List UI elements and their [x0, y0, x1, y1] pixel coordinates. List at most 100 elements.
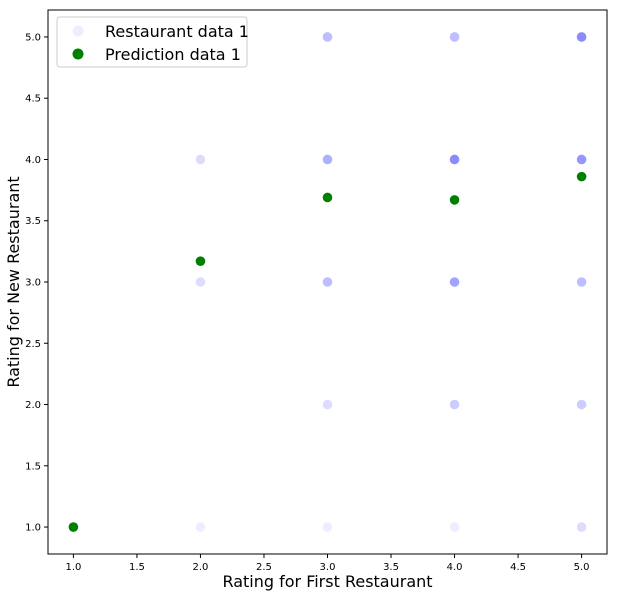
- restaurant-data-point: [576, 154, 587, 165]
- x-tick-label: 3.5: [383, 562, 399, 573]
- x-tick-label: 4.5: [510, 562, 526, 573]
- restaurant-data-point: [449, 277, 460, 287]
- legend: Restaurant data 1 Prediction data 1: [56, 16, 249, 68]
- restaurant-data-point: [322, 277, 333, 287]
- legend-label-restaurant: Restaurant data 1: [105, 22, 249, 41]
- restaurant-data-point: [322, 277, 333, 287]
- restaurant-data-point: [576, 32, 587, 42]
- x-tick-label: 2.0: [193, 562, 209, 573]
- restaurant-data-point: [576, 32, 587, 42]
- restaurant-data-point: [449, 277, 460, 287]
- restaurant-data-point: [449, 154, 460, 165]
- legend-marker-restaurant: [72, 25, 84, 37]
- x-tick-label: 5.0: [574, 562, 590, 573]
- y-tick-label: 2.0: [25, 400, 41, 411]
- restaurant-data-point: [449, 154, 460, 165]
- restaurant-data-point: [449, 399, 460, 410]
- restaurant-data-point: [449, 32, 460, 42]
- restaurant-data-point: [195, 522, 206, 532]
- restaurant-data-point: [322, 32, 333, 42]
- restaurant-data-point: [576, 399, 587, 410]
- restaurant-data-point: [576, 522, 587, 532]
- restaurant-data-point: [576, 277, 587, 287]
- restaurant-data-point: [576, 154, 587, 165]
- restaurant-data-point: [449, 154, 460, 165]
- prediction-data-point: [322, 192, 333, 203]
- restaurant-data-point: [576, 32, 587, 42]
- x-tick-label: 1.5: [129, 562, 145, 573]
- restaurant-data-point: [449, 277, 460, 287]
- restaurant-data-point: [449, 277, 460, 287]
- restaurant-data-point: [449, 32, 460, 42]
- restaurant-data-point: [322, 277, 333, 287]
- legend-box: [56, 16, 248, 68]
- restaurant-data-point: [449, 154, 460, 165]
- restaurant-data-point: [322, 154, 333, 165]
- restaurant-data-point: [576, 32, 587, 42]
- restaurant-data-point: [449, 32, 460, 42]
- y-tick-label: 2.5: [25, 339, 41, 350]
- restaurant-data-point: [576, 32, 587, 42]
- restaurant-data-point: [322, 32, 333, 42]
- restaurant-data-point: [449, 277, 460, 287]
- restaurant-data-point: [322, 522, 333, 532]
- restaurant-data-point: [195, 277, 206, 287]
- restaurant-data-point: [449, 399, 460, 410]
- restaurant-data-point: [576, 277, 587, 287]
- restaurant-data-point: [449, 154, 460, 165]
- y-tick-label: 4.5: [25, 94, 41, 105]
- restaurant-data-point: [576, 32, 587, 42]
- restaurant-data-point: [449, 32, 460, 42]
- restaurant-data-point: [322, 399, 333, 410]
- restaurant-data-point: [576, 522, 587, 532]
- y-tick-label: 1.5: [25, 461, 41, 472]
- y-tick-label: 3.5: [25, 216, 41, 227]
- restaurant-data-point: [576, 32, 587, 42]
- prediction-data-point: [195, 256, 206, 266]
- restaurant-data-point: [449, 154, 460, 165]
- restaurant-data-point: [449, 154, 460, 165]
- restaurant-data-point: [322, 154, 333, 165]
- restaurant-data-point: [576, 399, 587, 410]
- restaurant-data-point: [322, 154, 333, 165]
- restaurant-data-point: [322, 32, 333, 42]
- x-axis-label: Rating for First Restaurant: [222, 572, 432, 591]
- restaurant-data-point: [322, 32, 333, 42]
- y-tick-label: 5.0: [25, 32, 41, 43]
- prediction-data-point: [576, 171, 587, 182]
- prediction-data-point: [68, 522, 79, 532]
- x-tick-label: 2.5: [256, 562, 272, 573]
- restaurant-data-point: [195, 154, 206, 165]
- restaurant-data-point: [449, 399, 460, 410]
- x-tick-label: 4.0: [447, 562, 463, 573]
- restaurant-data-point: [576, 154, 587, 165]
- restaurant-data-point: [576, 154, 587, 165]
- restaurant-data-point: [322, 154, 333, 165]
- restaurant-data-point: [576, 154, 587, 165]
- restaurant-data-point: [322, 154, 333, 165]
- y-axis-label: Rating for New Restaurant: [4, 176, 23, 387]
- y-tick-label: 1.0: [25, 523, 41, 534]
- restaurant-data-point: [195, 277, 206, 287]
- restaurant-data-point: [449, 522, 460, 532]
- restaurant-data-point: [576, 399, 587, 410]
- restaurant-data-point: [322, 399, 333, 410]
- legend-marker-prediction: [72, 48, 84, 60]
- restaurant-data-point: [576, 277, 587, 287]
- plot-area: [68, 32, 587, 532]
- y-tick-label: 3.0: [25, 278, 41, 289]
- restaurant-data-point: [195, 154, 206, 165]
- restaurant-data-point: [576, 277, 587, 287]
- legend-label-prediction: Prediction data 1: [105, 45, 241, 64]
- restaurant-data-point: [449, 277, 460, 287]
- restaurant-data-point: [576, 32, 587, 42]
- x-tick-label: 3.0: [320, 562, 336, 573]
- prediction-data-point: [449, 195, 460, 205]
- restaurant-data-point: [576, 154, 587, 165]
- restaurant-data-point: [576, 154, 587, 165]
- restaurant-data-point: [322, 277, 333, 287]
- y-tick-label: 4.0: [25, 155, 41, 166]
- restaurant-data-point: [449, 154, 460, 165]
- x-tick-label: 1.0: [65, 562, 81, 573]
